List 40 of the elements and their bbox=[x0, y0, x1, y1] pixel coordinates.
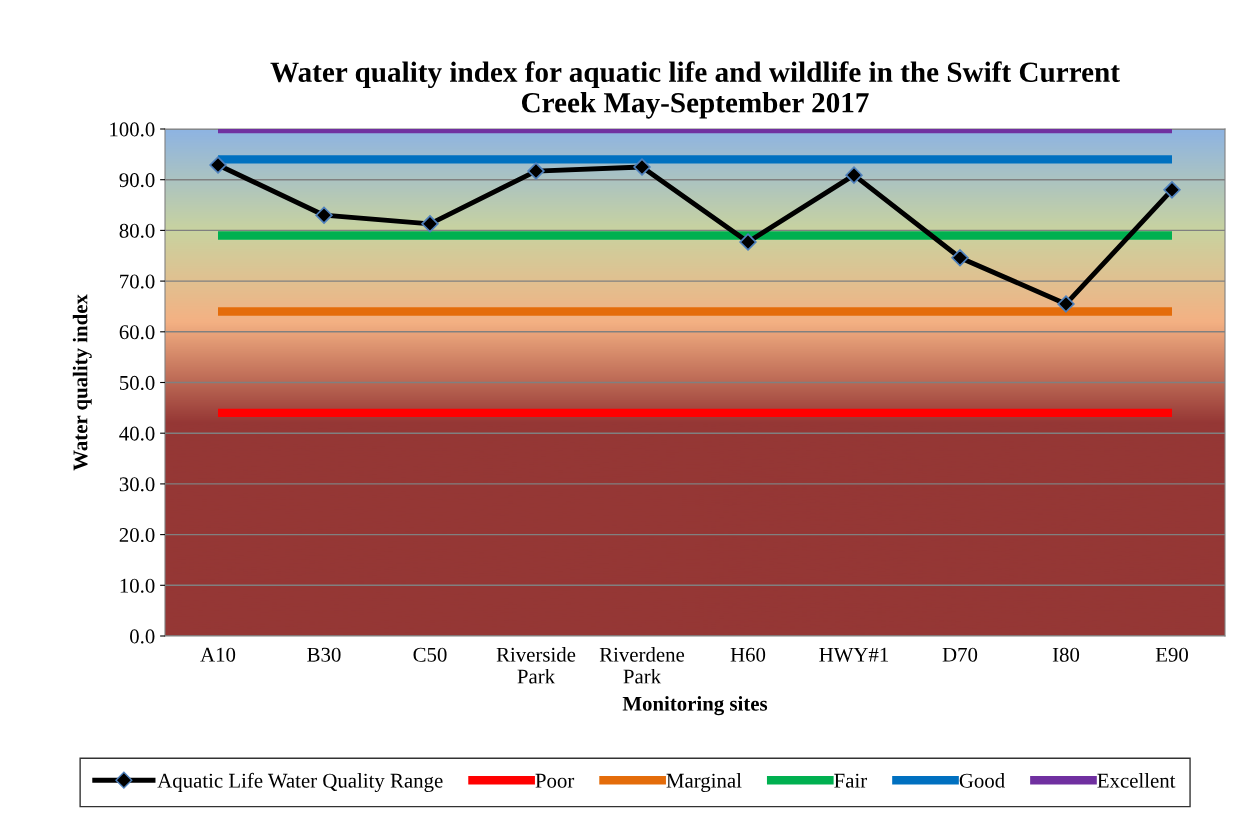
legend-label: Poor bbox=[535, 773, 575, 788]
y-tick-label: 0.0 bbox=[130, 629, 155, 644]
point bbox=[527, 162, 545, 180]
y-tick-label: 10.0 bbox=[120, 578, 155, 593]
y-tick-label: 70.0 bbox=[120, 274, 155, 289]
x-tick-label: E90 bbox=[1155, 647, 1188, 662]
point bbox=[633, 158, 651, 176]
x-tick-label: D70 bbox=[942, 647, 978, 662]
y-tick-label: 40.0 bbox=[119, 426, 155, 441]
x-tick-label: A10 bbox=[200, 647, 236, 662]
x-tick-label: HWY#1 bbox=[819, 647, 889, 662]
point bbox=[315, 206, 333, 224]
x-tick-label: B30 bbox=[307, 647, 341, 662]
chart-title: Water quality index for aquatic life and wildlife in the Swift Current Creek May-September 2017 bbox=[270, 61, 1120, 119]
y-tick-label: 60.0 bbox=[119, 325, 155, 340]
point bbox=[845, 166, 863, 184]
x-tick-label: I80 bbox=[1052, 647, 1080, 662]
legend-label: Fair bbox=[834, 773, 867, 788]
point bbox=[1057, 295, 1075, 313]
x-axis-title: Monitoring sites bbox=[622, 696, 768, 716]
legend-label: Excellent bbox=[1097, 773, 1176, 788]
point bbox=[951, 249, 969, 267]
x-tick-label: C50 bbox=[413, 647, 447, 662]
y-tick-label: 100.0 bbox=[110, 122, 155, 137]
point bbox=[739, 233, 757, 251]
y-tick-label: 20.0 bbox=[119, 527, 155, 543]
y-tick-label: 30.0 bbox=[119, 477, 155, 492]
point bbox=[421, 215, 439, 233]
x-tick-label: H60 bbox=[730, 647, 766, 662]
y-axis-title: Water quality index bbox=[72, 294, 92, 471]
x-tick-label: Riverside Park bbox=[496, 647, 576, 684]
legend-label: Marginal bbox=[666, 773, 742, 792]
y-tick-label: 90.0 bbox=[119, 173, 155, 188]
x-tick-label: Riverdene Park bbox=[599, 647, 685, 684]
point bbox=[209, 156, 227, 174]
point bbox=[1163, 181, 1181, 199]
y-tick-label: 80.0 bbox=[119, 223, 155, 238]
legend-label: Aquatic Life Water Quality Range bbox=[157, 772, 443, 792]
legend-label: Good bbox=[959, 773, 1005, 788]
y-tick-label: 50.0 bbox=[120, 375, 155, 391]
